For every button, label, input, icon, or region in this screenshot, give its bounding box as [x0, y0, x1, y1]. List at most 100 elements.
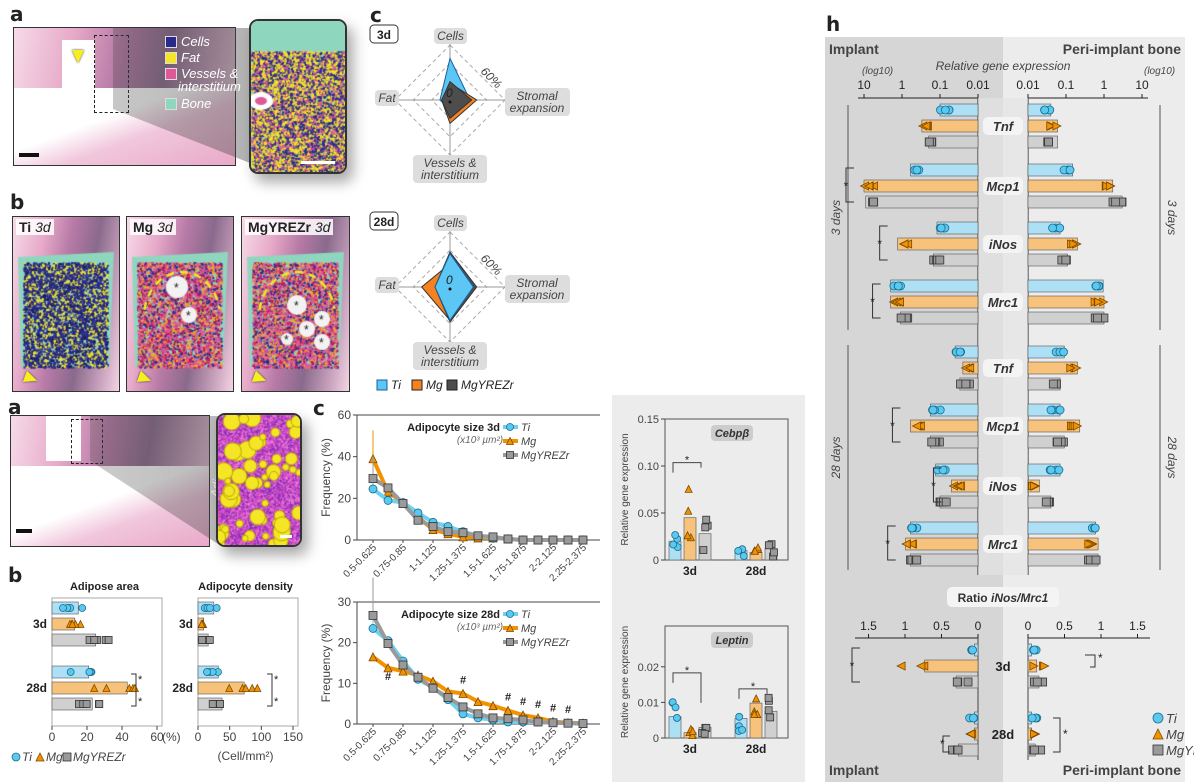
- mgyrezr-point: [506, 638, 514, 646]
- mg-point: [458, 688, 468, 698]
- panel-label-c: c: [370, 3, 382, 27]
- time-badge-label: 28d: [374, 215, 395, 229]
- mgyrezr-point: [95, 700, 104, 708]
- mg-point: [225, 683, 234, 692]
- ti-point: [907, 523, 917, 533]
- time-badge-label: 3d: [377, 28, 391, 42]
- line-mgyrezr: [371, 476, 583, 542]
- x-tick-label: 0.5: [933, 619, 950, 633]
- mgyrezr-point: [413, 672, 423, 682]
- mgyrezr-point: [927, 437, 937, 447]
- category-label: 28d: [26, 681, 47, 695]
- y-tick-label: 0.10: [638, 461, 659, 473]
- mgyrezr-point: [368, 474, 378, 483]
- ti-point: [368, 484, 378, 494]
- significance-marker: *: [870, 295, 875, 309]
- ti-point: [1055, 405, 1065, 415]
- x-tick-label: 20: [80, 730, 94, 744]
- mg-point: [911, 421, 922, 431]
- y-tick-label: 10: [338, 676, 352, 690]
- mg-point: [90, 683, 99, 692]
- mg-point: [899, 239, 909, 249]
- mg-point: [750, 546, 760, 555]
- mgyrezr-point: [1093, 313, 1102, 323]
- gene-label-box: [983, 235, 1023, 253]
- time-badge: [369, 211, 399, 231]
- mgyrezr-point: [533, 535, 543, 545]
- mg-point: [241, 683, 250, 692]
- legend-label: Fat: [181, 50, 200, 65]
- significance-bracket: [1085, 654, 1096, 668]
- mg-point: [76, 619, 85, 628]
- y-tick-label: 0.05: [638, 508, 659, 520]
- mgyrezr-point: [961, 379, 971, 389]
- bar-implant-mg-inos-3d: [897, 237, 979, 251]
- gene-label-box: [983, 117, 1023, 135]
- plot-frame: [664, 625, 789, 739]
- gene-label: iNos: [989, 237, 1017, 252]
- significance-marker: *: [850, 659, 855, 673]
- mgyrezr-point: [701, 523, 710, 532]
- implant-label: Implant: [829, 41, 879, 57]
- gene-label-box: [711, 632, 753, 648]
- mgyrezr-point: [953, 745, 963, 755]
- x-tick-label: 0: [1025, 619, 1032, 633]
- mg-point: [35, 752, 45, 762]
- scale-bar: [301, 161, 335, 164]
- mg-point: [964, 363, 975, 373]
- significance-marker: *: [685, 665, 690, 677]
- significance-marker: *: [751, 681, 756, 693]
- mgyrezr-point: [503, 714, 513, 724]
- mg-point: [906, 539, 917, 549]
- mg-point: [688, 726, 697, 735]
- ti-point: [1152, 712, 1164, 724]
- radar-axis-label: expansion: [510, 101, 565, 115]
- legend-label: MgYREZr: [73, 750, 127, 764]
- legend-vessels-line2: interstitium: [178, 80, 241, 93]
- mgyrezr-point: [205, 636, 214, 644]
- bar-bone-mgyrezr-mcp1-3d: [1027, 195, 1123, 209]
- mgyrezr-point: [443, 527, 453, 537]
- legend-label: Mg: [521, 436, 537, 448]
- mg-point: [1046, 121, 1056, 131]
- gene-label: Tnf: [993, 119, 1015, 134]
- ti-point: [968, 645, 977, 655]
- ti-point: [1065, 165, 1075, 175]
- ti-point: [78, 604, 87, 612]
- radar-center-dot: [448, 287, 452, 291]
- mg-point: [1066, 363, 1076, 373]
- mgyrezr-point: [518, 715, 528, 725]
- radar-center-label: 0: [446, 273, 453, 287]
- mgyrezr-point: [770, 548, 778, 557]
- axis-label-box: [413, 342, 487, 370]
- category-label: 3d: [683, 564, 697, 578]
- ti-point: [671, 531, 680, 539]
- x-tick-label: 40: [115, 730, 129, 744]
- gene-label-box: [983, 417, 1023, 435]
- mg-point: [965, 729, 976, 739]
- x-tick-label: 1: [1101, 78, 1108, 92]
- implant-label-bottom: Implant: [829, 762, 879, 778]
- mgyrezr-point: [198, 636, 207, 644]
- legend-swatch-mg: [411, 379, 423, 391]
- y-tick-label: 40: [338, 450, 352, 464]
- radar-axis-label: interstitium: [421, 168, 479, 182]
- y-tick-label: 0.15: [638, 414, 659, 426]
- peri-implant-bone-label: Peri-implant bone: [1063, 41, 1181, 57]
- mgyrezr-point: [1152, 744, 1164, 756]
- mgyrezr-point: [62, 752, 72, 762]
- ti-point: [671, 703, 680, 712]
- scale-bar: [280, 535, 292, 538]
- segmentation-inset: [249, 19, 347, 174]
- mg-point: [488, 700, 498, 711]
- significance-bracket: [267, 673, 273, 707]
- significance-bracket: [879, 225, 888, 261]
- ti-point: [59, 604, 67, 612]
- mgyrezr-point: [766, 713, 775, 722]
- chart-title: Adipocyte density: [198, 581, 294, 593]
- mg-point: [915, 661, 926, 671]
- significance-hash: #: [565, 704, 571, 716]
- radar-axis-label: expansion: [510, 288, 565, 302]
- gene-label: Cebpβ: [715, 428, 750, 440]
